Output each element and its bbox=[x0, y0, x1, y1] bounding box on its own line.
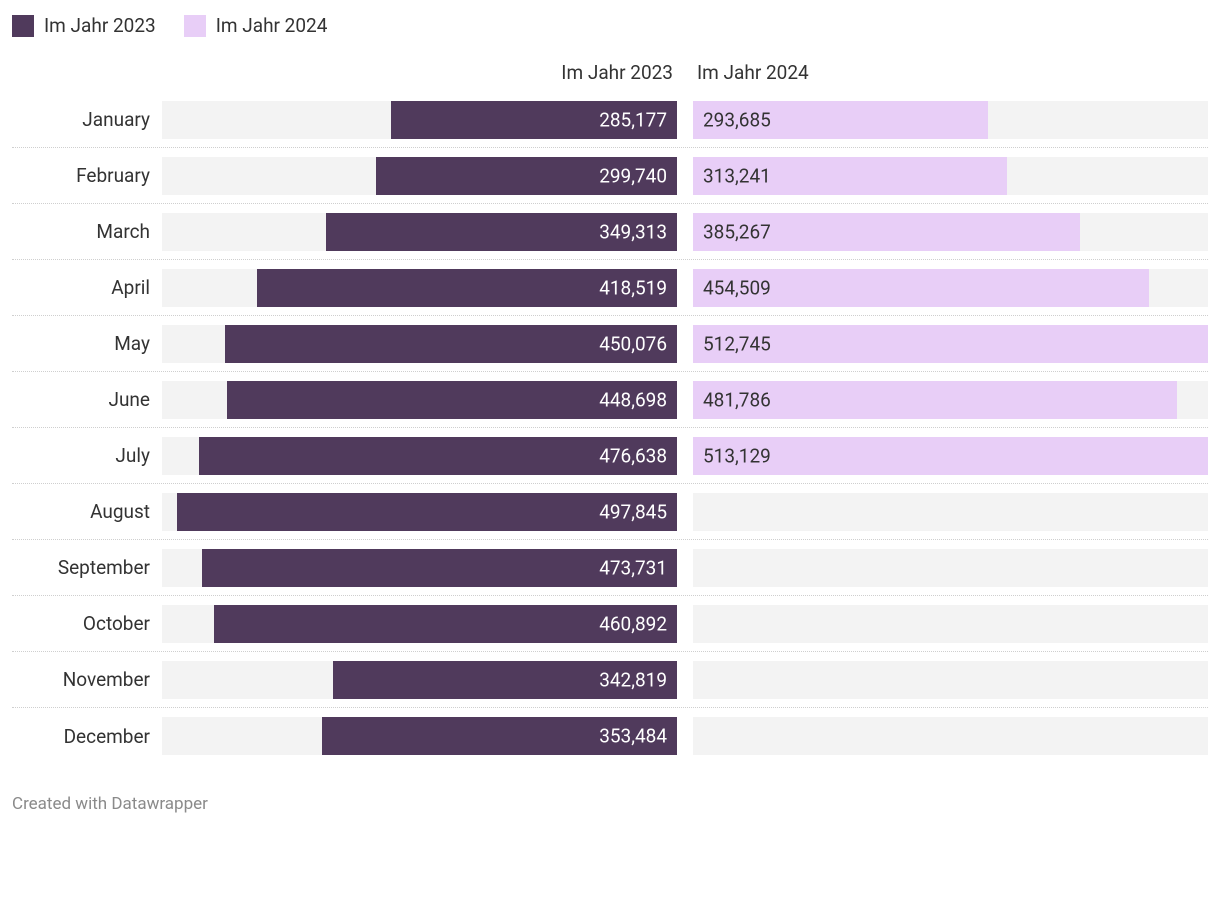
row-label: September bbox=[12, 556, 162, 579]
legend-label-2023: Im Jahr 2023 bbox=[44, 14, 156, 37]
table-row: June 448,698 481,786 bbox=[12, 372, 1208, 428]
bar-value-2024: 293,685 bbox=[703, 110, 771, 129]
row-bars: 418,519 454,509 bbox=[162, 260, 1208, 315]
bar-track-2023: 473,731 bbox=[162, 549, 677, 587]
legend-label-2024: Im Jahr 2024 bbox=[216, 14, 328, 37]
bar-track-2023: 353,484 bbox=[162, 717, 677, 755]
table-row: April 418,519 454,509 bbox=[12, 260, 1208, 316]
legend-item-2023: Im Jahr 2023 bbox=[12, 14, 156, 37]
bar-value-2023: 450,076 bbox=[599, 334, 667, 353]
bar-value-2024: 454,509 bbox=[703, 278, 771, 297]
row-bars: 299,740 313,241 bbox=[162, 148, 1208, 203]
row-bars: 448,698 481,786 bbox=[162, 372, 1208, 427]
row-label: October bbox=[12, 612, 162, 635]
row-bars: 476,638 513,129 bbox=[162, 428, 1208, 483]
bar-track-2024: 513,129 bbox=[693, 437, 1208, 475]
table-row: December 353,484 bbox=[12, 708, 1208, 764]
bar-track-2023: 460,892 bbox=[162, 605, 677, 643]
table-row: October 460,892 bbox=[12, 596, 1208, 652]
row-bars: 285,177 293,685 bbox=[162, 92, 1208, 147]
row-bars: 473,731 bbox=[162, 540, 1208, 595]
header-2023: Im Jahr 2023 bbox=[162, 61, 677, 84]
bar-value-2024: 481,786 bbox=[703, 390, 771, 409]
bar-value-2023: 299,740 bbox=[599, 166, 667, 185]
bar-track-2023: 476,638 bbox=[162, 437, 677, 475]
row-bars: 460,892 bbox=[162, 596, 1208, 651]
table-row: February 299,740 313,241 bbox=[12, 148, 1208, 204]
bar-track-2023: 448,698 bbox=[162, 381, 677, 419]
row-label: December bbox=[12, 725, 162, 748]
row-bars: 450,076 512,745 bbox=[162, 316, 1208, 371]
chart-container: Im Jahr 2023 Im Jahr 2024 Im Jahr 2023 I… bbox=[0, 0, 1220, 836]
row-label: January bbox=[12, 108, 162, 131]
row-label: March bbox=[12, 220, 162, 243]
row-label: June bbox=[12, 388, 162, 411]
bar-track-2024: 293,685 bbox=[693, 101, 1208, 139]
row-label: February bbox=[12, 164, 162, 187]
row-bars: 497,845 bbox=[162, 484, 1208, 539]
bar-track-2023: 418,519 bbox=[162, 269, 677, 307]
bar-value-2023: 476,638 bbox=[599, 446, 667, 465]
bar-track-2024 bbox=[693, 661, 1208, 699]
legend-swatch-2023 bbox=[12, 15, 34, 37]
bar-value-2023: 349,313 bbox=[599, 222, 667, 241]
bar-track-2023: 349,313 bbox=[162, 213, 677, 251]
bar-track-2024 bbox=[693, 605, 1208, 643]
chart-rows: January 285,177 293,685 February 299,740 313,… bbox=[12, 92, 1208, 764]
row-bars: 353,484 bbox=[162, 708, 1208, 764]
bar-value-2023: 353,484 bbox=[599, 727, 667, 746]
table-row: January 285,177 293,685 bbox=[12, 92, 1208, 148]
bar-value-2024: 313,241 bbox=[703, 166, 771, 185]
row-bars: 349,313 385,267 bbox=[162, 204, 1208, 259]
header-2024: Im Jahr 2024 bbox=[693, 61, 1208, 84]
table-row: March 349,313 385,267 bbox=[12, 204, 1208, 260]
row-label: May bbox=[12, 332, 162, 355]
table-row: September 473,731 bbox=[12, 540, 1208, 596]
bar-track-2024: 385,267 bbox=[693, 213, 1208, 251]
legend: Im Jahr 2023 Im Jahr 2024 bbox=[12, 12, 1208, 61]
bar-track-2023: 450,076 bbox=[162, 325, 677, 363]
bar-value-2023: 497,845 bbox=[599, 502, 667, 521]
row-label: April bbox=[12, 276, 162, 299]
bar-track-2023: 342,819 bbox=[162, 661, 677, 699]
bar-value-2024: 385,267 bbox=[703, 222, 771, 241]
header-series: Im Jahr 2023 Im Jahr 2024 bbox=[162, 61, 1208, 84]
legend-item-2024: Im Jahr 2024 bbox=[184, 14, 328, 37]
bar-track-2024 bbox=[693, 549, 1208, 587]
bar-value-2023: 342,819 bbox=[599, 670, 667, 689]
row-label: August bbox=[12, 500, 162, 523]
bar-track-2024: 512,745 bbox=[693, 325, 1208, 363]
bar-track-2024: 454,509 bbox=[693, 269, 1208, 307]
table-row: July 476,638 513,129 bbox=[12, 428, 1208, 484]
bar-track-2023: 285,177 bbox=[162, 101, 677, 139]
table-row: November 342,819 bbox=[12, 652, 1208, 708]
bar-track-2024: 313,241 bbox=[693, 157, 1208, 195]
bar-track-2024 bbox=[693, 717, 1208, 755]
row-bars: 342,819 bbox=[162, 652, 1208, 707]
table-row: August 497,845 bbox=[12, 484, 1208, 540]
bar-value-2023: 285,177 bbox=[599, 110, 667, 129]
table-row: May 450,076 512,745 bbox=[12, 316, 1208, 372]
bar-track-2024 bbox=[693, 493, 1208, 531]
footer-credit: Created with Datawrapper bbox=[12, 764, 1208, 814]
bar-value-2024: 513,129 bbox=[703, 446, 771, 465]
row-label: November bbox=[12, 668, 162, 691]
bar-value-2023: 448,698 bbox=[599, 390, 667, 409]
legend-swatch-2024 bbox=[184, 15, 206, 37]
bar-value-2023: 473,731 bbox=[599, 558, 667, 577]
column-headers: Im Jahr 2023 Im Jahr 2024 bbox=[12, 61, 1208, 92]
bar-track-2024: 481,786 bbox=[693, 381, 1208, 419]
bar-track-2023: 497,845 bbox=[162, 493, 677, 531]
bar-track-2023: 299,740 bbox=[162, 157, 677, 195]
row-label: July bbox=[12, 444, 162, 467]
bar-value-2024: 512,745 bbox=[703, 334, 771, 353]
bar-value-2023: 418,519 bbox=[599, 278, 667, 297]
bar-value-2023: 460,892 bbox=[599, 614, 667, 633]
